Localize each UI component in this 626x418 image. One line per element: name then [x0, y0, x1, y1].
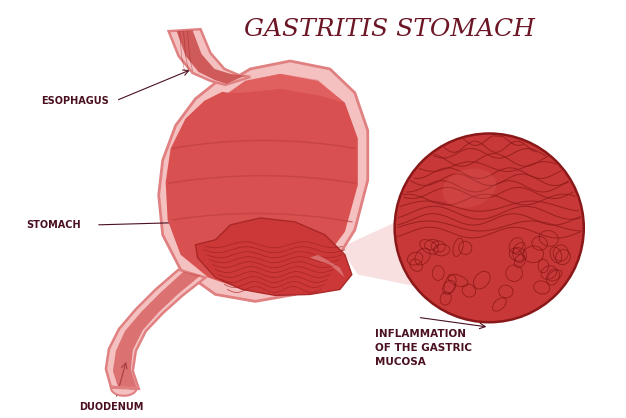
Circle shape	[394, 133, 584, 322]
Text: STOMACH: STOMACH	[26, 220, 81, 230]
Polygon shape	[340, 165, 519, 307]
Text: ESOPHAGUS: ESOPHAGUS	[41, 96, 109, 106]
Text: GASTRITIS STOMACH: GASTRITIS STOMACH	[244, 18, 535, 41]
Polygon shape	[113, 272, 200, 388]
Polygon shape	[177, 30, 244, 84]
Text: DUODENUM: DUODENUM	[79, 402, 143, 412]
Polygon shape	[195, 218, 352, 296]
Polygon shape	[111, 387, 139, 396]
Text: INFLAMMATION
OF THE GASTRIC
MUCOSA: INFLAMMATION OF THE GASTRIC MUCOSA	[375, 329, 472, 367]
Polygon shape	[166, 74, 358, 289]
Polygon shape	[228, 74, 344, 103]
Polygon shape	[106, 270, 205, 389]
Polygon shape	[168, 29, 250, 85]
Polygon shape	[158, 61, 367, 301]
Ellipse shape	[443, 168, 496, 208]
Polygon shape	[310, 255, 345, 278]
